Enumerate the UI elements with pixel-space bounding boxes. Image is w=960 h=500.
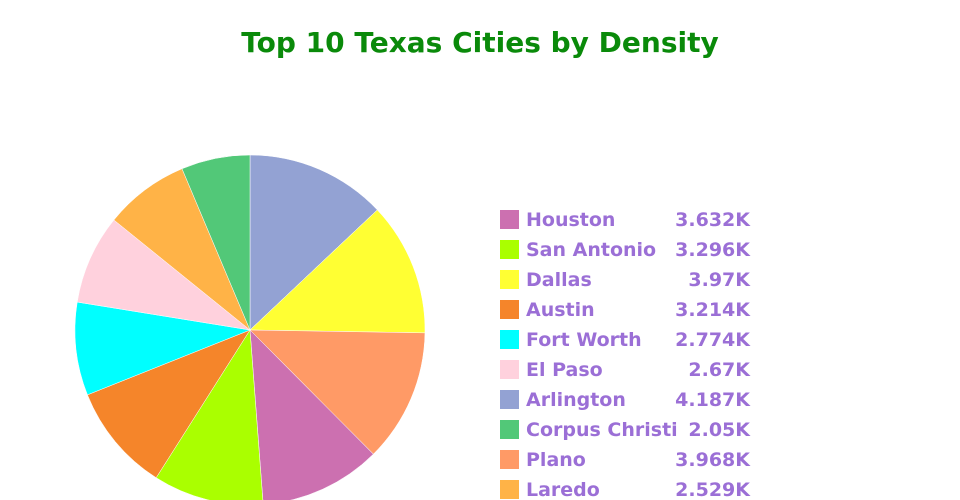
legend-item-dallas[interactable]: Dallas 3.97K: [500, 269, 751, 291]
legend-label: San Antonio: [526, 239, 656, 261]
legend-value: 3.968K: [675, 449, 751, 471]
legend-value: 3.632K: [675, 209, 751, 231]
legend-swatch: [500, 420, 519, 439]
pie-slice-arlington[interactable]: [249, 154, 378, 331]
legend-label: Arlington: [526, 389, 626, 411]
legend-item-austin[interactable]: Austin 3.214K: [500, 299, 751, 321]
legend-value: 2.05K: [688, 419, 751, 441]
legend-value: 3.97K: [688, 269, 751, 291]
legend-value: 3.296K: [675, 239, 751, 261]
legend-value: 4.187K: [675, 389, 751, 411]
legend-label: Corpus Christi: [526, 419, 678, 441]
pie-slice-fort-worth[interactable]: [74, 301, 251, 396]
legend-label: Laredo: [526, 479, 600, 500]
legend-label: El Paso: [526, 359, 603, 381]
legend-value: 2.529K: [675, 479, 751, 500]
legend-label: Austin: [526, 299, 595, 321]
legend-swatch: [500, 450, 519, 469]
legend-value: 3.214K: [675, 299, 751, 321]
legend-value: 2.67K: [688, 359, 751, 381]
legend-swatch: [500, 390, 519, 409]
legend-label: Fort Worth: [526, 329, 642, 351]
legend-item-corpus-christi[interactable]: Corpus Christi 2.05K: [500, 419, 751, 441]
legend-label: Plano: [526, 449, 586, 471]
pie-slice-plano[interactable]: [249, 329, 426, 455]
legend-item-laredo[interactable]: Laredo 2.529K: [500, 479, 751, 500]
legend-item-el-paso[interactable]: El Paso 2.67K: [500, 359, 751, 381]
legend-value: 2.774K: [675, 329, 751, 351]
legend-swatch: [500, 330, 519, 349]
legend-swatch: [500, 240, 519, 259]
pie-slice-houston[interactable]: [249, 329, 374, 500]
pie-slices: [74, 154, 426, 500]
legend-swatch: [500, 210, 519, 229]
legend-item-plano[interactable]: Plano 3.968K: [500, 449, 751, 471]
chart-title: Top 10 Texas Cities by Density: [241, 26, 719, 59]
legend-item-arlington[interactable]: Arlington 4.187K: [500, 389, 751, 411]
pie-slice-austin[interactable]: [87, 329, 251, 479]
legend: Houston 3.632K San Antonio 3.296K Dallas 3.97…: [500, 209, 751, 500]
pie-slice-corpus-christi[interactable]: [181, 154, 251, 331]
legend-item-houston[interactable]: Houston 3.632K: [500, 209, 751, 231]
legend-swatch: [500, 270, 519, 289]
legend-swatch: [500, 300, 519, 319]
legend-swatch: [500, 360, 519, 379]
legend-label: Dallas: [526, 269, 592, 291]
pie-slice-el-paso[interactable]: [76, 219, 251, 331]
legend-label: Houston: [526, 209, 615, 231]
pie-slice-dallas[interactable]: [249, 209, 426, 334]
legend-swatch: [500, 480, 519, 499]
legend-item-san-antonio[interactable]: San Antonio 3.296K: [500, 239, 751, 261]
legend-item-fort-worth[interactable]: Fort Worth 2.774K: [500, 329, 751, 351]
